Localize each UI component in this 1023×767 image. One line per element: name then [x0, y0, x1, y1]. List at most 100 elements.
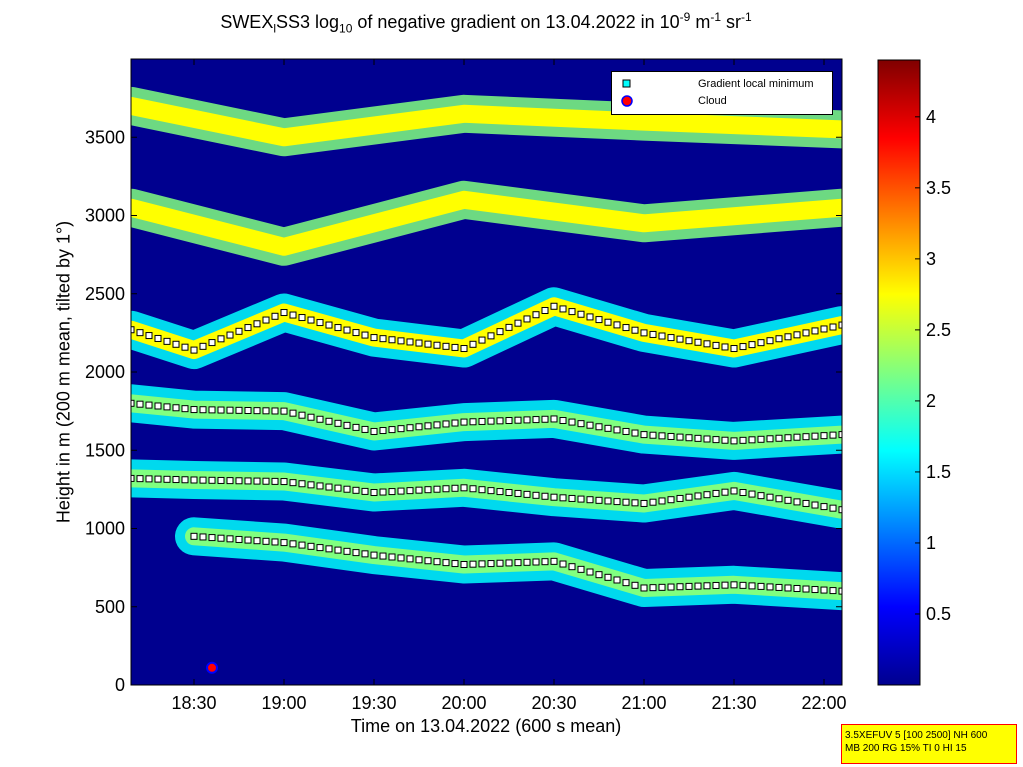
gradient-minimum-marker — [559, 494, 567, 502]
gradient-minimum-marker — [640, 499, 648, 507]
gradient-minimum-marker — [748, 490, 756, 498]
gradient-minimum-marker — [131, 326, 135, 334]
gradient-minimum-marker — [136, 475, 144, 483]
gradient-minimum-marker — [496, 559, 504, 567]
gradient-minimum-marker — [550, 557, 558, 565]
y-tick-label: 2000 — [85, 362, 125, 382]
gradient-minimum-marker — [370, 334, 378, 342]
gradient-minimum-marker — [802, 329, 810, 337]
gradient-minimum-marker — [325, 321, 333, 329]
gradient-minimum-marker — [703, 340, 711, 348]
gradient-minimum-marker — [334, 484, 342, 492]
gradient-minimum-marker — [622, 324, 630, 332]
gradient-minimum-marker — [568, 308, 576, 316]
gradient-minimum-marker — [838, 431, 842, 439]
gradient-minimum-marker — [253, 537, 261, 545]
gradient-minimum-marker — [649, 584, 657, 592]
gradient-minimum-marker — [586, 313, 594, 321]
gradient-minimum-marker — [460, 560, 468, 568]
gradient-minimum-marker — [487, 417, 495, 425]
gradient-minimum-marker — [424, 486, 432, 494]
gradient-minimum-marker — [550, 493, 558, 501]
gradient-minimum-marker — [811, 501, 819, 509]
gradient-minimum-marker — [649, 330, 657, 338]
gradient-minimum-marker — [748, 341, 756, 349]
gradient-minimum-marker — [649, 431, 657, 439]
gradient-minimum-marker — [550, 302, 558, 310]
gradient-minimum-marker — [217, 476, 225, 484]
gradient-minimum-marker — [370, 427, 378, 435]
gradient-minimum-marker — [163, 403, 171, 411]
gradient-minimum-marker — [559, 305, 567, 313]
gradient-minimum-marker — [451, 343, 459, 351]
gradient-minimum-marker — [316, 482, 324, 490]
layer-band-core — [131, 96, 842, 147]
gradient-minimum-marker — [388, 553, 396, 561]
gradient-minimum-marker — [658, 332, 666, 340]
gradient-minimum-marker — [793, 433, 801, 441]
gradient-minimum-marker — [667, 583, 675, 591]
gradient-minimum-marker — [424, 340, 432, 348]
gradient-minimum-marker — [604, 573, 612, 581]
gradient-minimum-marker — [631, 581, 639, 589]
gradient-minimum-marker — [406, 424, 414, 432]
gradient-minimum-marker — [505, 417, 513, 425]
gradient-minimum-marker — [325, 483, 333, 491]
gradient-minimum-marker — [478, 336, 486, 344]
gradient-minimum-marker — [199, 342, 207, 350]
gradient-minimum-marker — [397, 487, 405, 495]
gradient-minimum-marker — [208, 476, 216, 484]
gradient-minimum-marker — [775, 583, 783, 591]
gradient-minimum-marker — [307, 542, 315, 550]
gradient-minimum-marker — [442, 420, 450, 428]
gradient-minimum-marker — [235, 535, 243, 543]
gradient-minimum-marker — [568, 563, 576, 571]
gradient-minimum-marker — [361, 550, 369, 558]
gradient-minimum-marker — [460, 418, 468, 426]
gradient-minimum-marker — [131, 399, 135, 407]
gradient-minimum-marker — [244, 536, 252, 544]
gradient-minimum-marker — [532, 416, 540, 424]
gradient-minimum-marker — [757, 492, 765, 500]
gradient-minimum-marker — [451, 484, 459, 492]
gradient-minimum-marker — [199, 406, 207, 414]
gradient-minimum-marker — [451, 419, 459, 427]
gradient-minimum-marker — [658, 432, 666, 440]
gradient-minimum-marker — [811, 432, 819, 440]
info-line-2: MB 200 RG 15% TI 0 HI 15 — [845, 743, 967, 754]
gradient-minimum-marker — [289, 409, 297, 417]
gradient-minimum-marker — [190, 476, 198, 484]
gradient-minimum-marker — [343, 547, 351, 555]
cyan-square-icon — [622, 79, 631, 88]
gradient-minimum-marker — [514, 489, 522, 497]
gradient-minimum-marker — [676, 583, 684, 591]
gradient-minimum-marker — [181, 405, 189, 413]
gradient-minimum-marker — [217, 335, 225, 343]
gradient-minimum-marker — [397, 554, 405, 562]
gradient-minimum-marker — [685, 434, 693, 442]
gradient-minimum-marker — [802, 585, 810, 593]
gradient-minimum-marker — [478, 417, 486, 425]
gradient-minimum-marker — [775, 335, 783, 343]
gradient-minimum-marker — [748, 582, 756, 590]
gradient-minimum-marker — [469, 485, 477, 493]
gradient-minimum-marker — [829, 323, 837, 331]
gradient-minimum-marker — [604, 497, 612, 505]
gradient-minimum-marker — [154, 475, 162, 483]
gradient-minimum-marker — [190, 532, 198, 540]
info-line-1: 3.5XEFUV 5 [100 2500] NH 600 — [845, 730, 988, 741]
gradient-minimum-marker — [829, 431, 837, 439]
gradient-minimum-marker — [694, 492, 702, 500]
gradient-minimum-marker — [622, 579, 630, 587]
gradient-minimum-marker — [640, 431, 648, 439]
gradient-minimum-marker — [793, 331, 801, 339]
gradient-minimum-marker — [199, 476, 207, 484]
y-tick-label: 2500 — [85, 284, 125, 304]
gradient-minimum-marker — [289, 479, 297, 487]
gradient-minimum-marker — [352, 486, 360, 494]
gradient-minimum-marker — [685, 493, 693, 501]
y-tick-label: 1500 — [85, 440, 125, 460]
gradient-minimum-marker — [131, 474, 135, 482]
gradient-minimum-marker — [595, 423, 603, 431]
